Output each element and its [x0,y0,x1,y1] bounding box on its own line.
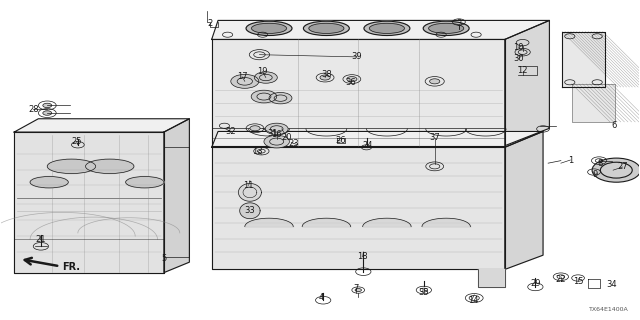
Text: 11: 11 [243,181,254,190]
Text: 25: 25 [71,137,82,146]
Text: 27: 27 [618,163,628,172]
Text: 9: 9 [593,170,598,179]
Text: 6: 6 [612,121,617,130]
Circle shape [43,103,52,108]
Ellipse shape [47,159,96,173]
Ellipse shape [369,23,404,33]
Text: 34: 34 [607,280,617,289]
Circle shape [270,126,283,132]
Text: 15: 15 [573,277,583,286]
Text: 12: 12 [517,66,528,75]
Ellipse shape [125,177,164,188]
Text: 35: 35 [419,288,429,297]
Circle shape [251,90,276,103]
Circle shape [250,126,260,131]
Ellipse shape [364,21,410,36]
Text: 5: 5 [161,254,166,263]
Polygon shape [505,20,549,146]
Text: 1: 1 [568,156,573,164]
Circle shape [265,123,288,135]
Polygon shape [14,119,189,132]
Ellipse shape [423,21,469,36]
Text: 31: 31 [267,130,278,139]
Circle shape [43,111,52,115]
Text: 24: 24 [362,141,373,150]
Ellipse shape [30,177,68,188]
Polygon shape [212,39,505,146]
Text: 39: 39 [351,52,362,61]
Ellipse shape [252,23,287,33]
Circle shape [347,76,357,82]
Text: 20: 20 [282,133,292,142]
Bar [572,84,615,122]
Circle shape [254,72,277,83]
Ellipse shape [86,159,134,173]
Polygon shape [239,183,261,201]
Text: 32: 32 [225,127,236,136]
Circle shape [274,95,287,101]
Ellipse shape [309,23,344,33]
Circle shape [320,75,330,80]
Circle shape [231,74,259,88]
Ellipse shape [246,21,292,36]
Ellipse shape [429,23,464,33]
Text: 22: 22 [556,276,566,284]
Text: 10: 10 [513,43,524,52]
Circle shape [600,162,632,178]
Polygon shape [212,132,543,147]
Text: FR.: FR. [62,262,80,272]
Polygon shape [212,20,549,39]
Circle shape [355,288,362,292]
Circle shape [269,138,284,145]
Text: 4: 4 [319,292,324,301]
Text: 13: 13 [252,147,263,156]
Polygon shape [212,147,505,269]
Text: 17: 17 [237,72,248,81]
Text: 21: 21 [35,236,45,244]
Polygon shape [478,269,505,287]
Text: TX64E1400A: TX64E1400A [589,307,629,312]
Ellipse shape [303,21,349,36]
Text: 18: 18 [357,252,368,261]
Circle shape [237,77,252,85]
Text: 2: 2 [208,19,213,28]
Circle shape [429,79,440,84]
Text: 29: 29 [530,279,541,288]
Text: 30: 30 [513,54,524,63]
Text: 19: 19 [257,67,268,76]
Circle shape [259,74,272,81]
Polygon shape [505,132,543,269]
Text: 36: 36 [345,78,356,87]
Polygon shape [240,203,260,219]
Text: 38: 38 [321,70,332,79]
Circle shape [269,92,292,104]
Text: 26: 26 [335,136,346,146]
Text: 8: 8 [598,159,603,168]
Polygon shape [14,132,164,273]
Circle shape [264,135,289,148]
Text: 16: 16 [271,130,282,139]
Bar [562,32,605,87]
Text: 23: 23 [288,139,298,148]
Text: 14: 14 [468,296,478,305]
Text: 7: 7 [353,284,358,293]
Circle shape [257,93,271,100]
Polygon shape [164,119,189,273]
Text: 37: 37 [429,133,440,142]
Text: 33: 33 [244,206,255,215]
Circle shape [592,158,640,182]
Text: 28: 28 [28,105,38,114]
Text: 3: 3 [456,19,461,28]
